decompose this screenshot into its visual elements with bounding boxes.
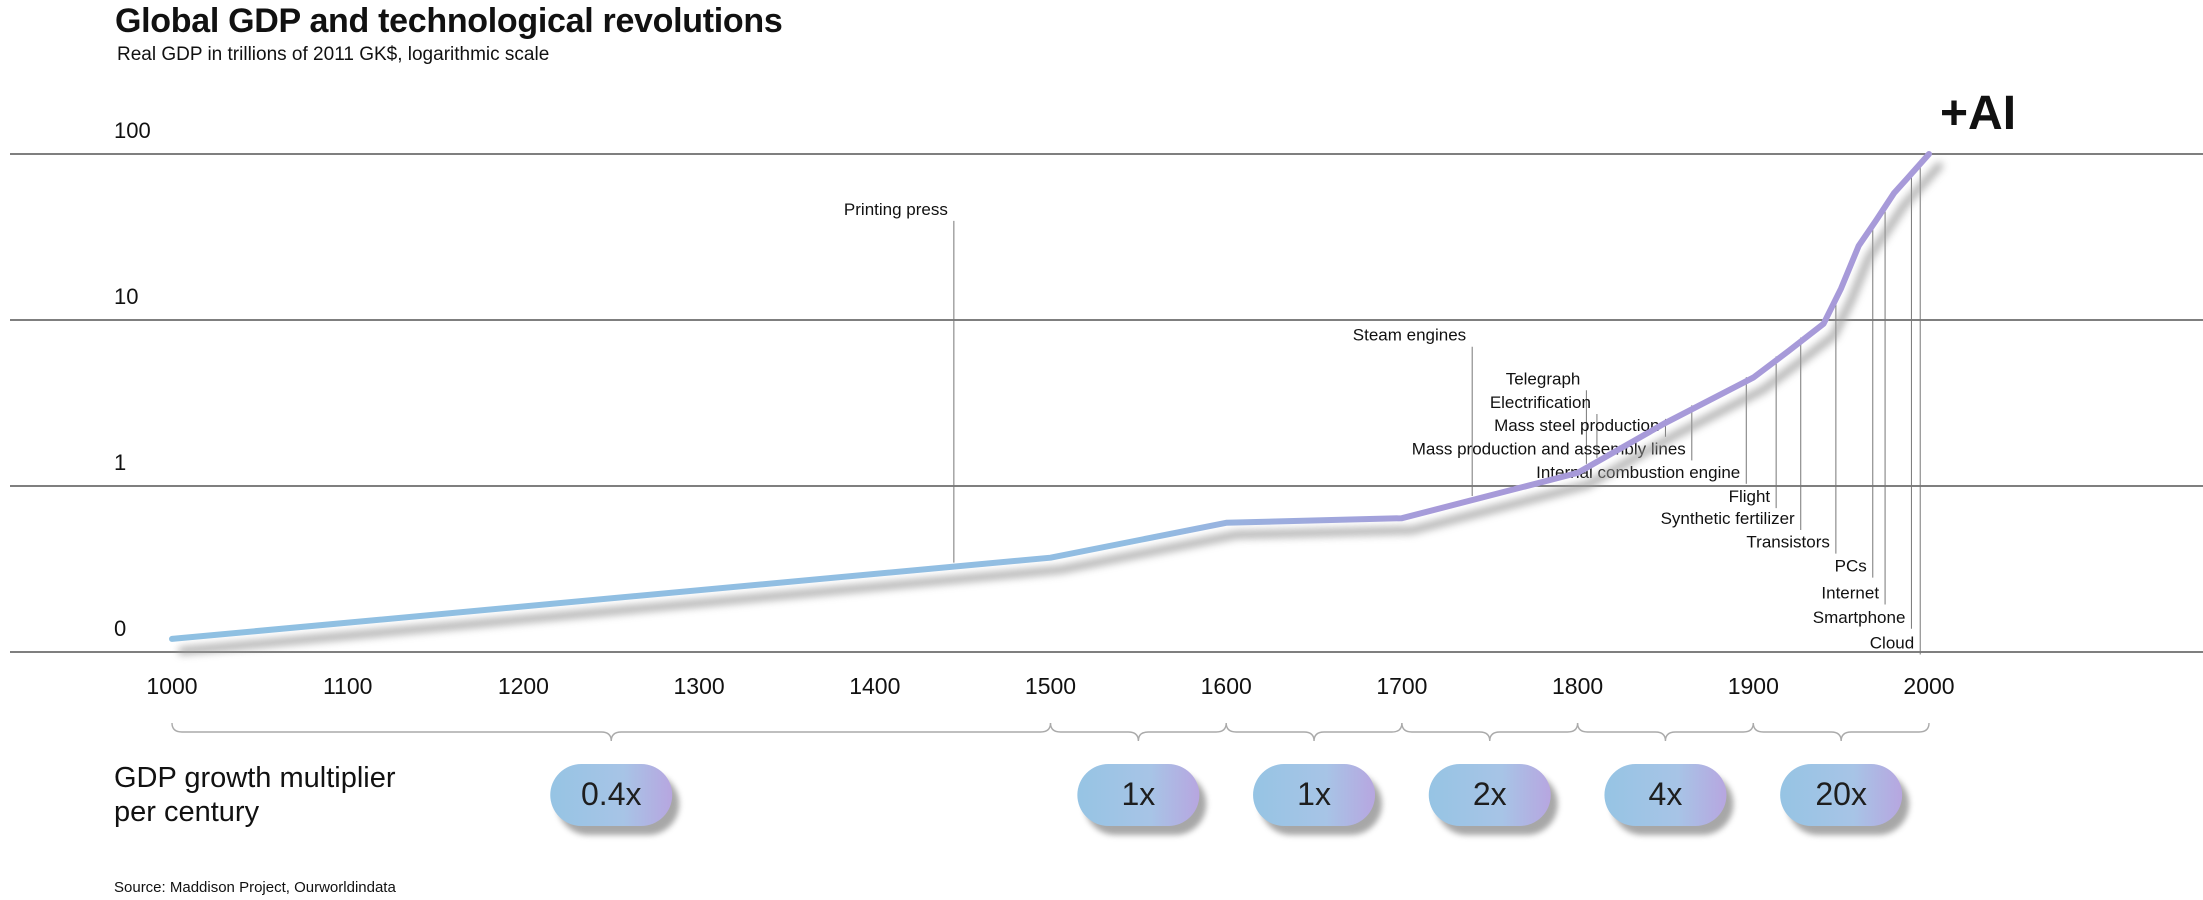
- annotation-label: Mass steel production: [1494, 416, 1659, 435]
- x-tick-labels: 1000 1100 1200 1300 1400 1500 1600 1700 1800 1900…: [146, 673, 1954, 699]
- annotation-label: Flight: [1729, 487, 1771, 506]
- annotation-label: Printing press: [844, 200, 948, 219]
- annotation-label: Steam engines: [1353, 326, 1466, 345]
- multiplier-value: 1x: [1121, 776, 1155, 812]
- multiplier-value: 2x: [1473, 776, 1507, 812]
- x-tick-1600: 1600: [1201, 673, 1252, 699]
- multiplier-label-text: GDP growth multiplier per century: [114, 762, 396, 828]
- century-braces: [171, 722, 1930, 742]
- x-tick-1300: 1300: [674, 673, 725, 699]
- century-brace: [171, 722, 1052, 742]
- chart-subtitle: Real GDP in trillions of 2011 GK$, logar…: [117, 44, 550, 65]
- multiplier-value: 1x: [1297, 776, 1331, 812]
- x-tick-1200: 1200: [498, 673, 549, 699]
- ai-callout: +AI: [1940, 87, 2016, 140]
- x-tick-1400: 1400: [849, 673, 900, 699]
- y-tick-0: 0: [114, 616, 126, 641]
- annotation-label: PCs: [1835, 557, 1867, 576]
- gdp-series: [169, 151, 1943, 655]
- x-tick-1100: 1100: [323, 673, 372, 699]
- series-shadow: [178, 162, 1943, 655]
- century-brace: [1752, 722, 1930, 742]
- x-tick-1500: 1500: [1025, 673, 1076, 699]
- multiplier-value: 20x: [1815, 776, 1867, 812]
- multiplier-pill: [1428, 764, 1551, 826]
- annotations: Printing press Steam engines Telegraph Elec…: [844, 159, 1921, 655]
- y-tick-labels: 0 1 10 100: [114, 118, 151, 641]
- x-tick-1700: 1700: [1376, 673, 1427, 699]
- x-tick-1000: 1000: [146, 673, 197, 699]
- century-brace: [1401, 722, 1579, 742]
- annotation-label: Telegraph: [1506, 369, 1581, 388]
- x-tick-1800: 1800: [1552, 673, 1603, 699]
- multiplier-pill: [1253, 764, 1376, 826]
- y-gridlines: [10, 153, 2203, 653]
- century-brace: [1049, 722, 1227, 742]
- multiplier-pill: [1077, 764, 1200, 826]
- source-note: Source: Maddison Project, Ourworldindata: [114, 879, 396, 896]
- y-tick-10: 10: [114, 284, 138, 309]
- y-tick-1: 1: [114, 450, 126, 475]
- multiplier-pill: [1780, 764, 1903, 826]
- annotation-label: Transistors: [1746, 533, 1829, 552]
- annotation-label: Cloud: [1870, 633, 1914, 652]
- x-tick-1900: 1900: [1728, 673, 1779, 699]
- x-tick-2000: 2000: [1903, 673, 1954, 699]
- multiplier-label: GDP growth multiplier per century: [114, 762, 396, 828]
- multiplier-value: 0.4x: [581, 776, 641, 812]
- y-tick-100: 100: [114, 118, 151, 143]
- series-line: [169, 151, 1932, 642]
- chart-title: Global GDP and technological revolutions: [115, 2, 783, 40]
- annotation-label: Smartphone: [1813, 608, 1906, 627]
- century-brace: [1225, 722, 1403, 742]
- multiplier-label-line: per century: [114, 796, 260, 828]
- multiplier-label-line: GDP growth multiplier: [114, 762, 396, 794]
- multiplier-pills: 0.4x 1x 1x 2x 4x 20x: [550, 764, 1910, 835]
- annotation-label: Internet: [1821, 584, 1879, 603]
- multiplier-pill: [1604, 764, 1727, 826]
- annotation-label: Electrification: [1490, 393, 1591, 412]
- century-brace: [1576, 722, 1754, 742]
- annotation-label: Internal combustion engine: [1536, 463, 1740, 482]
- annotation-label: Synthetic fertilizer: [1661, 509, 1795, 528]
- multiplier-value: 4x: [1649, 776, 1683, 812]
- multiplier-pill: [550, 764, 673, 826]
